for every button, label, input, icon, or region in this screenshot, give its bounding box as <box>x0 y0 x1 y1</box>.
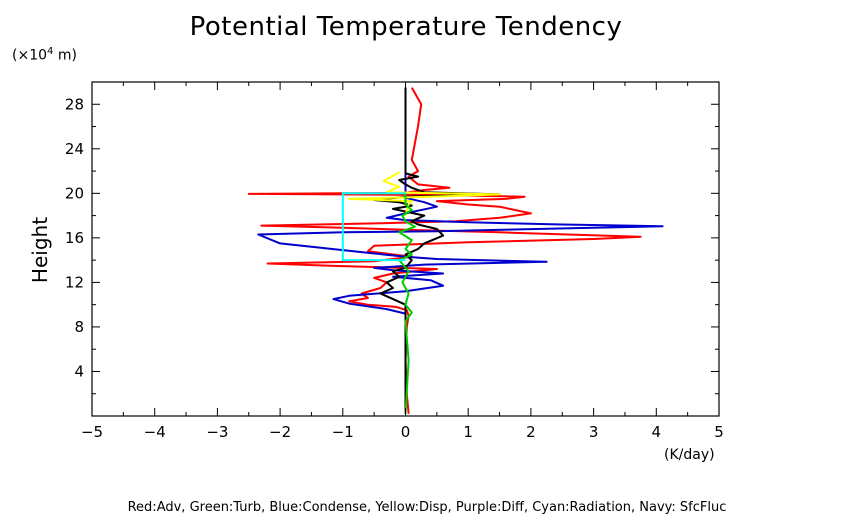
chart-title: Potential Temperature Tendency <box>189 12 623 42</box>
y-tick-label: 8 <box>74 318 84 336</box>
x-tick-label: −4 <box>144 423 166 441</box>
x-axis-unit: (K/day) <box>664 447 715 463</box>
series-line-2 <box>373 87 501 414</box>
x-tick-label: 3 <box>589 423 599 441</box>
y-tick-label: 12 <box>65 273 84 291</box>
x-tick-label: −5 <box>81 423 103 441</box>
y-tick-label: 16 <box>65 229 84 247</box>
x-tick-label: 5 <box>714 423 724 441</box>
series-line-1 <box>257 87 664 414</box>
x-tick-label: 2 <box>526 423 536 441</box>
x-tick-label: −1 <box>332 423 354 441</box>
x-tick-label: 4 <box>652 423 662 441</box>
y-tick-label: 4 <box>74 362 84 380</box>
series-line-3 <box>348 171 501 216</box>
y-tick-label: 24 <box>65 140 84 158</box>
legend-text: Red:Adv, Green:Turb, Blue:Condense, Yell… <box>127 500 727 515</box>
y-tick-label: 20 <box>65 184 84 202</box>
y-axis-unit: (×104 m) <box>12 46 77 64</box>
x-tick-label: 0 <box>401 423 411 441</box>
series-line-0 <box>247 87 642 414</box>
x-tick-label: −2 <box>269 423 291 441</box>
series-line-4 <box>398 193 416 414</box>
series-line-5 <box>341 192 406 262</box>
y-axis-unit-exponent: 4 <box>47 46 54 57</box>
x-tick-label: −3 <box>206 423 228 441</box>
y-tick-label: 28 <box>65 95 84 113</box>
x-tick-label: 1 <box>463 423 473 441</box>
